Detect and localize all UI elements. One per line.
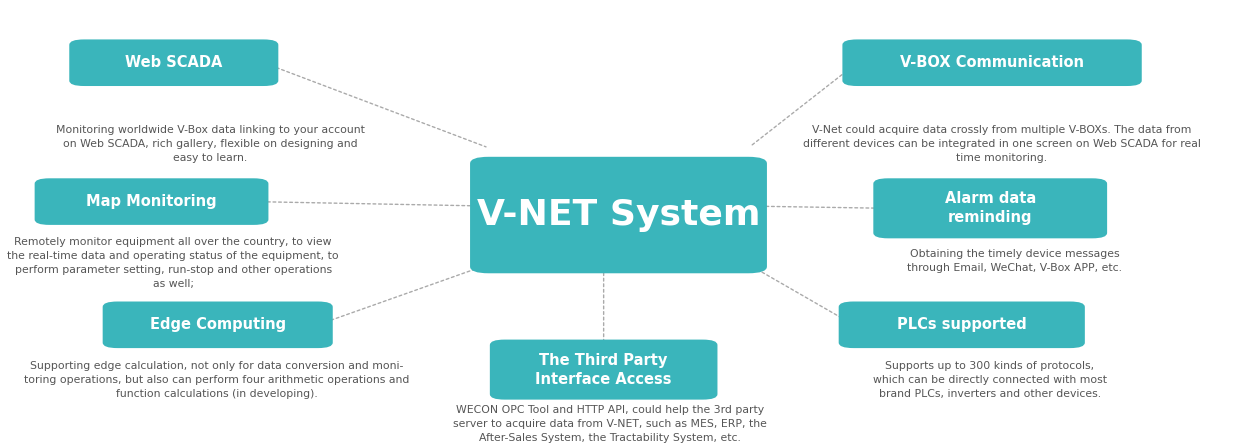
Text: Edge Computing: Edge Computing [150, 317, 286, 332]
Text: The Third Party
Interface Access: The Third Party Interface Access [536, 353, 672, 387]
Text: Monitoring worldwide V-Box data linking to your account
on Web SCADA, rich galle: Monitoring worldwide V-Box data linking … [56, 125, 365, 164]
Text: V-Net could acquire data crossly from multiple V-BOXs. The data from
different d: V-Net could acquire data crossly from mu… [803, 125, 1201, 164]
FancyBboxPatch shape [873, 178, 1107, 238]
FancyBboxPatch shape [35, 178, 268, 225]
Text: Obtaining the timely device messages
through Email, WeChat, V-Box APP, etc.: Obtaining the timely device messages thr… [907, 249, 1122, 273]
Text: Supporting edge calculation, not only for data conversion and moni-
toring opera: Supporting edge calculation, not only fo… [24, 361, 409, 399]
FancyBboxPatch shape [103, 302, 333, 348]
Text: Remotely monitor equipment all over the country, to view
the real-time data and : Remotely monitor equipment all over the … [7, 237, 339, 289]
FancyBboxPatch shape [69, 39, 278, 86]
Text: Supports up to 300 kinds of protocols,
which can be directly connected with most: Supports up to 300 kinds of protocols, w… [872, 361, 1107, 399]
Text: WECON OPC Tool and HTTP API, could help the 3rd party
server to acquire data fro: WECON OPC Tool and HTTP API, could help … [453, 405, 767, 444]
FancyBboxPatch shape [490, 340, 717, 400]
Text: Alarm data
reminding: Alarm data reminding [945, 191, 1035, 225]
Text: Map Monitoring: Map Monitoring [87, 194, 216, 209]
FancyBboxPatch shape [839, 302, 1085, 348]
Text: Web SCADA: Web SCADA [125, 55, 223, 70]
Text: V-BOX Communication: V-BOX Communication [901, 55, 1084, 70]
Text: V-NET System: V-NET System [476, 198, 761, 232]
Text: PLCs supported: PLCs supported [897, 317, 1027, 332]
FancyBboxPatch shape [842, 39, 1142, 86]
FancyBboxPatch shape [470, 157, 767, 273]
